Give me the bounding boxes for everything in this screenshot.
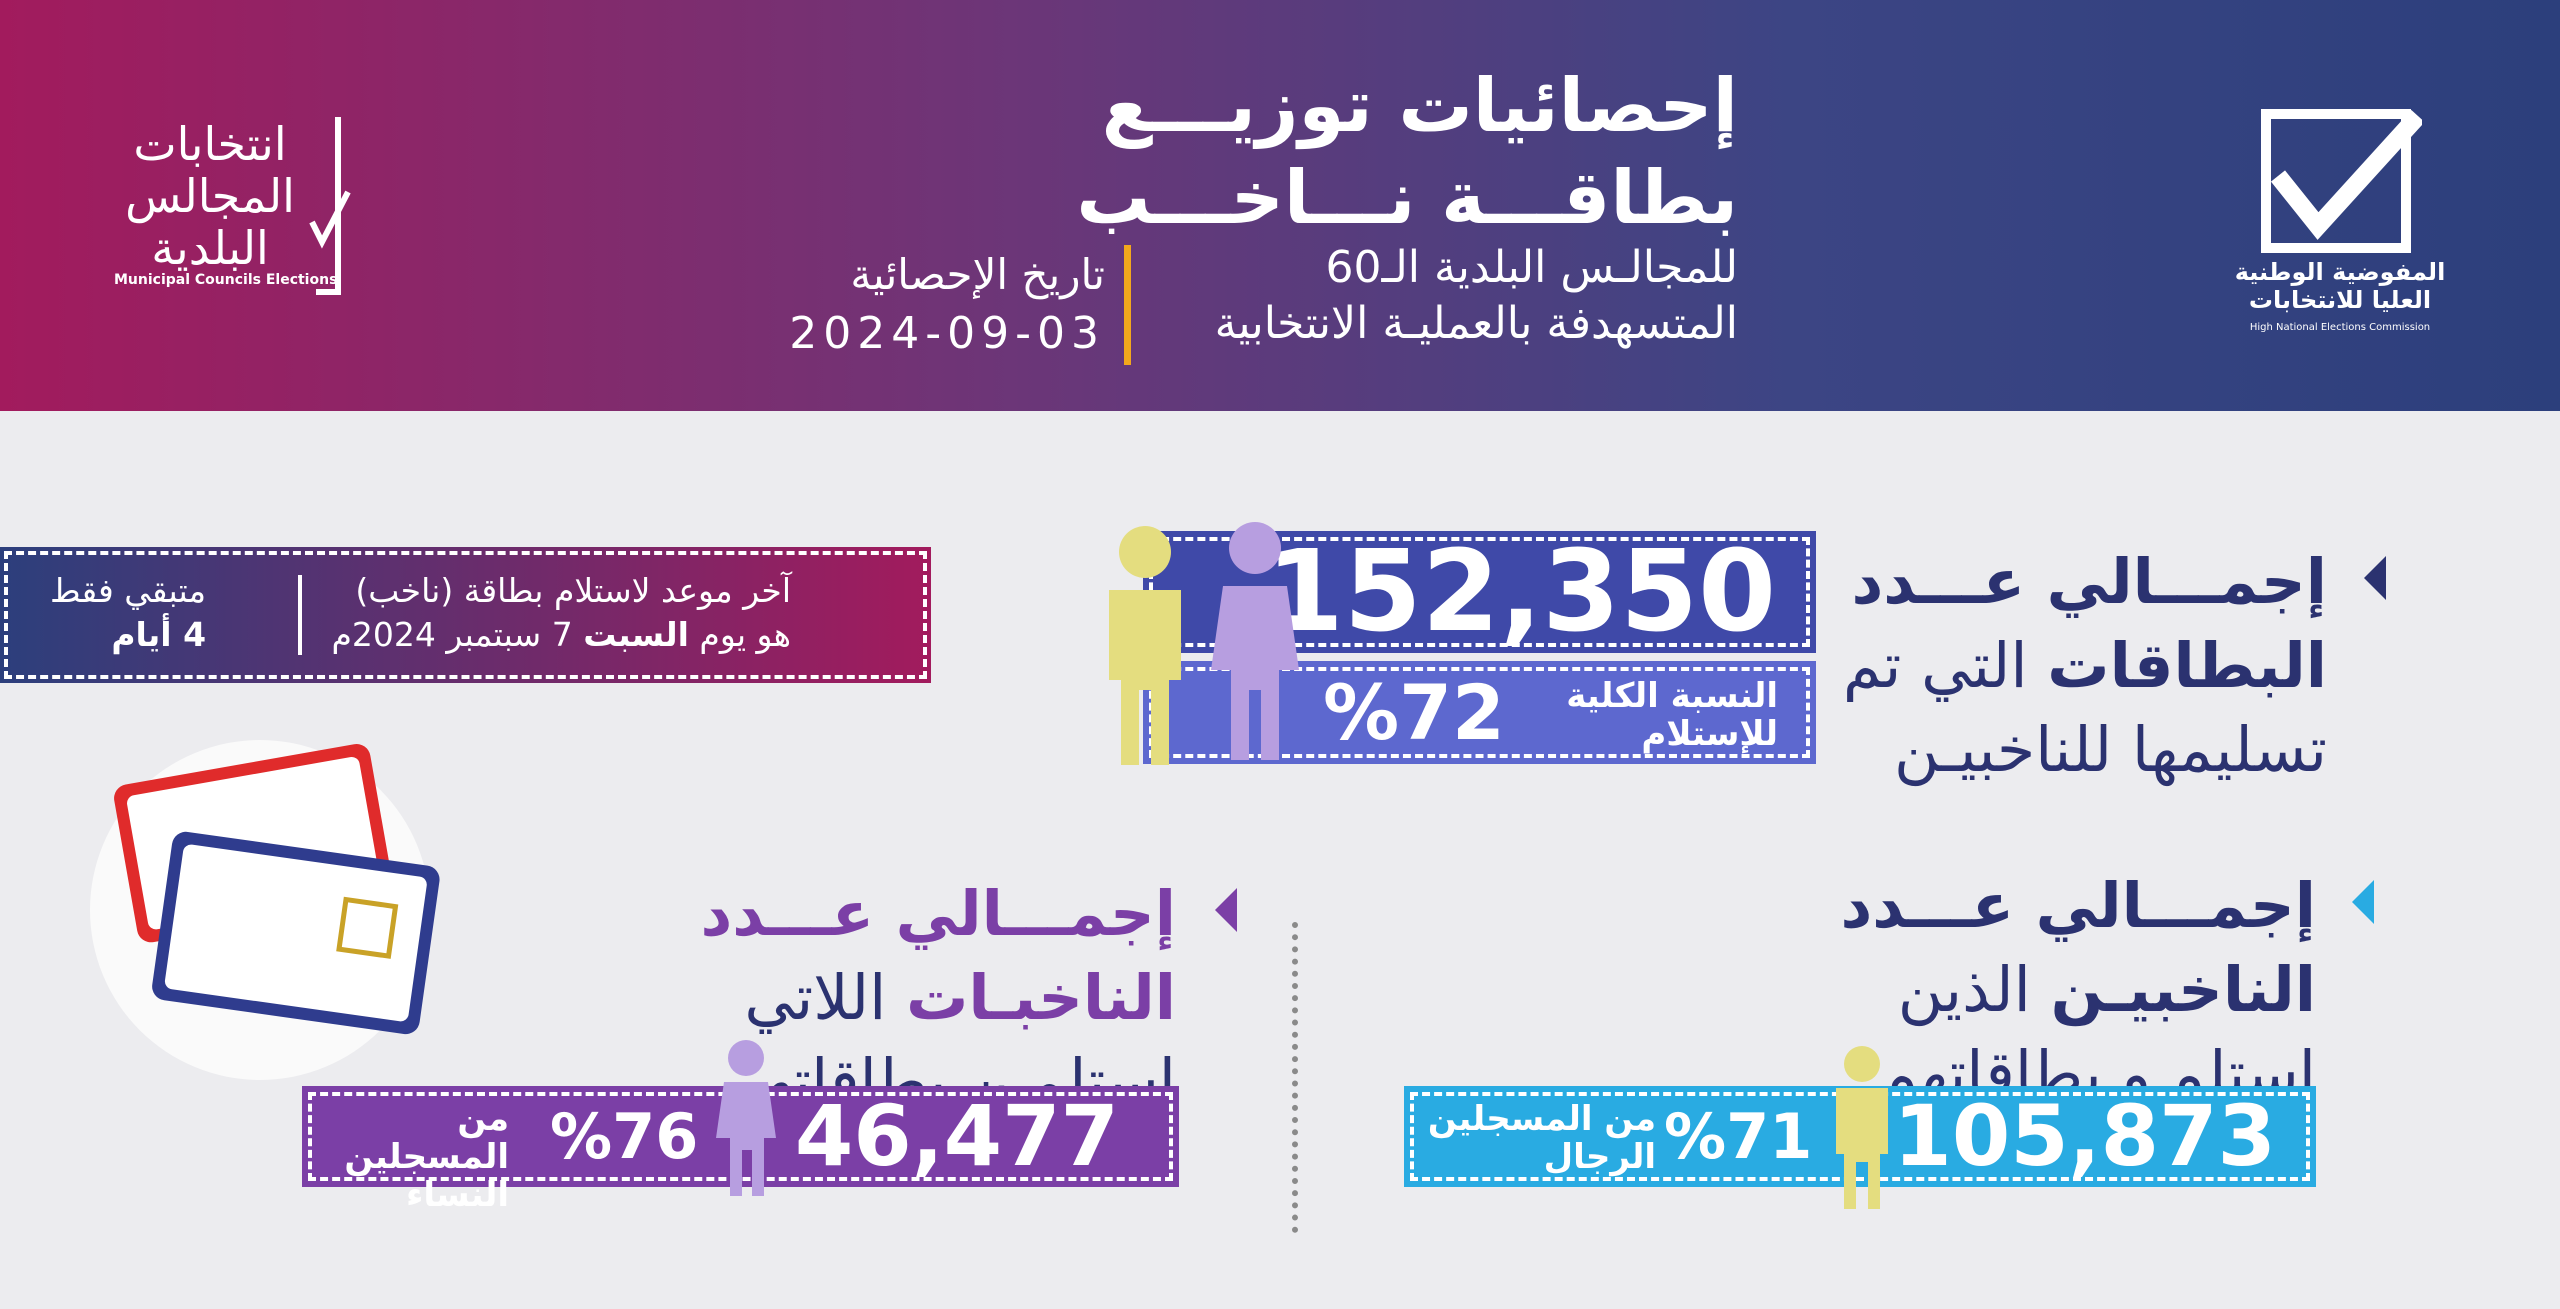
header: إحصائيات توزيـــع بطاقـــة نـــاخـــب لل… bbox=[0, 0, 2560, 411]
logo-caption: Municipal Councils Elections bbox=[114, 272, 338, 288]
label-line: النساء bbox=[405, 1175, 509, 1215]
logo-line: العليا للانتخابات bbox=[2248, 286, 2432, 314]
heading-line: إجمـــالي عـــدد bbox=[1851, 545, 2327, 618]
label-line: الرجال bbox=[1543, 1137, 1656, 1177]
deadline-text: آخر موعد لاستلام بطاقة (ناخب) هو يوم الس… bbox=[331, 569, 791, 657]
title-line: بطاقـــة نـــاخـــب bbox=[1076, 155, 1738, 241]
people-icons bbox=[1109, 522, 1299, 765]
men-heading: إجمـــالي عـــدد الناخبيـن الذين استلمـو… bbox=[1840, 864, 2316, 1116]
header-subtitle: للمجالـس البلدية الـ60 المتسهدفة بالعملي… bbox=[1215, 240, 1738, 352]
heading-bold: الناخبـات bbox=[906, 961, 1176, 1034]
logo-line: البلدية bbox=[151, 221, 269, 275]
label-line: من المسجلين bbox=[344, 1099, 509, 1177]
title-line: إحصائيات توزيـــع bbox=[1101, 63, 1738, 149]
logo-line: انتخابات bbox=[133, 117, 287, 171]
mce-logo-text: انتخابات المجالس البلدية bbox=[110, 118, 310, 274]
label-line: النسبة الكلية bbox=[1566, 676, 1778, 716]
deadline-part: 7 سبتمبر 2024م bbox=[331, 615, 573, 654]
deadline-bold: السبت bbox=[583, 615, 689, 654]
divider bbox=[1124, 245, 1131, 365]
percent-label: من المسجلين الرجال bbox=[1428, 1100, 1656, 1176]
total-percent: %72 bbox=[1323, 668, 1505, 757]
logo-line: المجالس bbox=[125, 169, 295, 223]
hnec-logo-icon bbox=[2261, 109, 2422, 253]
remaining-value: 4 أيام bbox=[111, 615, 207, 654]
label-line: للإستلام bbox=[1641, 714, 1778, 754]
logo-line: المفوضية الوطنية bbox=[2234, 258, 2446, 286]
total-percent-box: النسبة الكلية للإستلام %72 bbox=[1143, 661, 1816, 764]
separator bbox=[298, 575, 302, 655]
card-illustration bbox=[90, 740, 440, 1080]
deadline-part: هو يوم bbox=[699, 615, 791, 654]
marker bbox=[2352, 880, 2374, 924]
men-value: 105,873 bbox=[1893, 1087, 2276, 1185]
total-value: 152,350 bbox=[1265, 527, 1776, 657]
label-line: من المسجلين bbox=[1427, 1099, 1656, 1139]
marker bbox=[1215, 888, 1237, 932]
heading-line: إجمـــالي عـــدد bbox=[1840, 869, 2316, 942]
women-percent: %76 bbox=[550, 1100, 699, 1173]
percent-label: النسبة الكلية للإستلام bbox=[1566, 677, 1778, 753]
heading-rest: اللاتي bbox=[744, 961, 887, 1034]
subtitle-line: للمجالـس البلدية الـ60 bbox=[1325, 242, 1738, 293]
heading-rest: التي تم bbox=[1842, 629, 2028, 702]
divider bbox=[1292, 922, 1298, 1233]
remaining: متبقي فقط 4 أيام bbox=[50, 569, 206, 657]
subtitle-line: المتسهدفة بالعمليـة الانتخابية bbox=[1214, 298, 1738, 349]
percent-label: من المسجلين النساء bbox=[302, 1100, 509, 1214]
men-percent: %71 bbox=[1664, 1100, 1813, 1173]
woman-icon bbox=[716, 1040, 776, 1196]
marker bbox=[2364, 556, 2386, 600]
man-icon bbox=[1836, 1046, 1888, 1209]
heading-line: تسليمها للناخبيـن bbox=[1894, 713, 2327, 786]
heading-line: إجمـــالي عـــدد bbox=[700, 877, 1176, 950]
deadline-box: آخر موعد لاستلام بطاقة (ناخب) هو يوم الس… bbox=[0, 547, 931, 683]
remaining-label: متبقي فقط bbox=[50, 571, 207, 610]
total-heading: إجمـــالي عـــدد البطاقات التي تم تسليمه… bbox=[1843, 540, 2327, 792]
deadline-line: آخر موعد لاستلام بطاقة (ناخب) bbox=[355, 571, 791, 610]
heading-bold: الناخبيـن bbox=[2050, 953, 2316, 1026]
hnec-logo-text: المفوضية الوطنية العليا للانتخابات High … bbox=[2220, 258, 2460, 342]
mce-logo-mark bbox=[309, 117, 351, 295]
logo-caption: High National Elections Commission bbox=[2249, 322, 2431, 333]
women-value: 46,477 bbox=[794, 1087, 1119, 1185]
header-title: إحصائيات توزيـــع بطاقـــة نـــاخـــب bbox=[1076, 60, 1738, 244]
date: 2024-09-03 bbox=[789, 308, 1105, 359]
heading-bold: البطاقات bbox=[2047, 629, 2327, 702]
date-label: تاريخ الإحصائية bbox=[850, 250, 1105, 299]
heading-rest: الذين bbox=[1897, 953, 2031, 1026]
